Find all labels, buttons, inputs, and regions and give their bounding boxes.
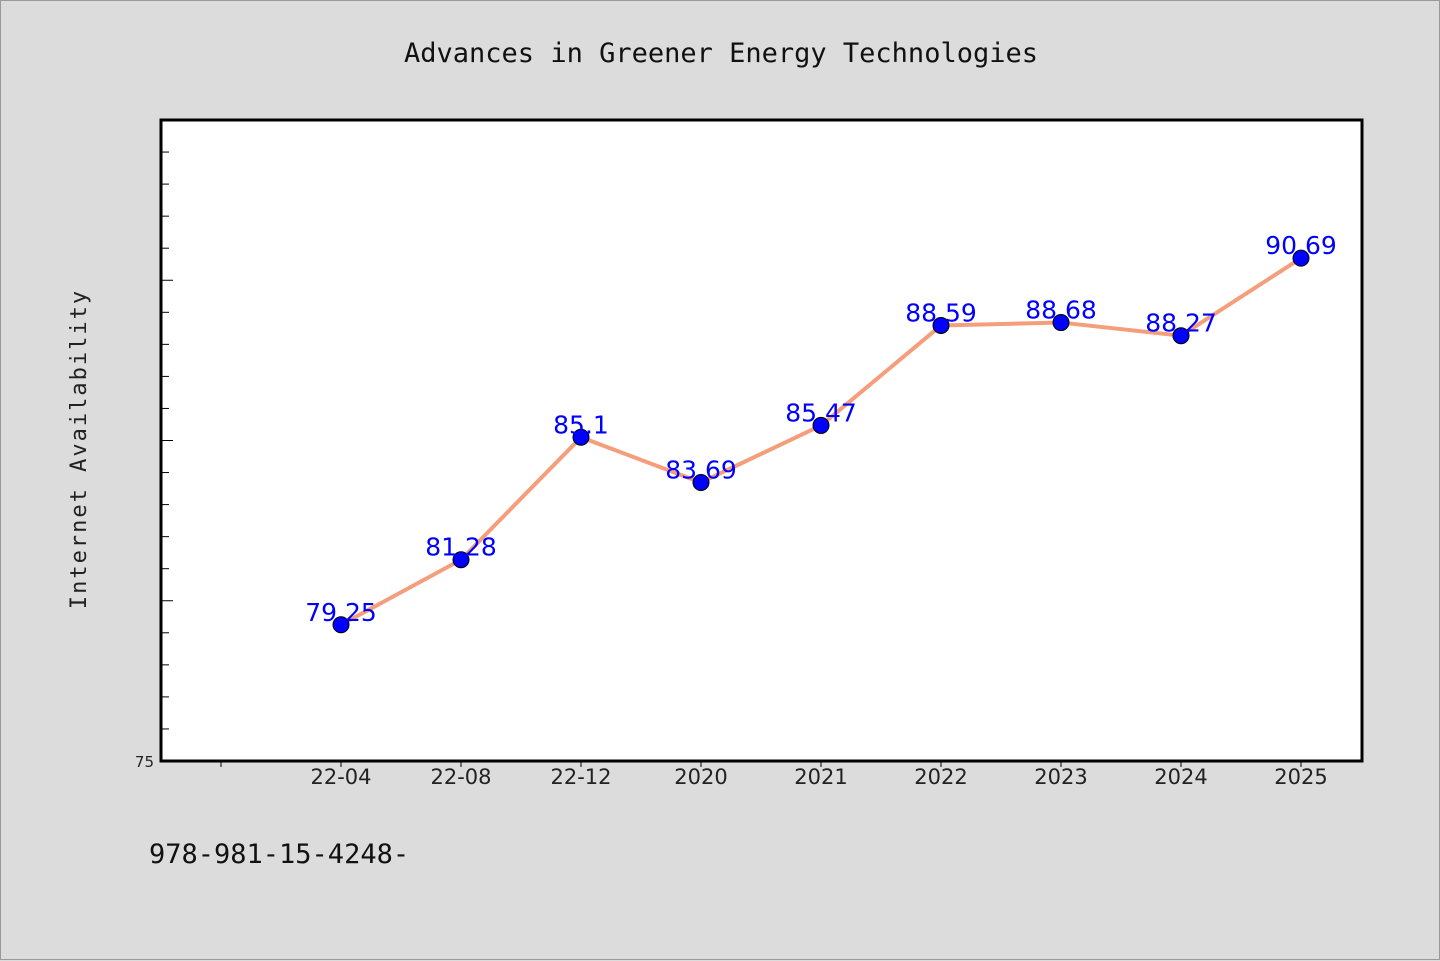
y-axis-label: Internet Availability (67, 289, 92, 609)
y-tick-label-75: 75 (135, 753, 154, 771)
x-tick-labels: 22-04 22-08 22-12 2020 2021 2022 2023 2024 2025 (310, 765, 1327, 789)
data-point (692, 473, 710, 491)
x-tick-label: 22-12 (550, 765, 611, 789)
data-point (572, 428, 590, 446)
data-label: 81.28 (425, 533, 497, 562)
data-point (1172, 327, 1190, 345)
x-tick-label: 2022 (914, 765, 967, 789)
data-markers (332, 249, 1310, 634)
x-tick-label: 2024 (1154, 765, 1207, 789)
data-point (812, 416, 830, 434)
x-tick-label: 22-08 (430, 765, 491, 789)
data-point (332, 616, 350, 634)
plot-border (159, 118, 1364, 763)
chart-title: Advances in Greener Energy Technologies (404, 38, 1038, 69)
data-point (1292, 249, 1310, 267)
data-point (1052, 314, 1070, 332)
data-point (932, 316, 950, 334)
data-label: 88.27 (1145, 309, 1217, 338)
data-label: 88.59 (905, 298, 977, 327)
x-tick-label: 2020 (674, 765, 727, 789)
data-labels: 79.25 81.28 85.1 83.69 85.47 88.59 88.68 88.27 9… (305, 231, 1337, 627)
data-point (452, 551, 470, 569)
data-label: 79.25 (305, 598, 377, 627)
x-tick-label: 2023 (1034, 765, 1087, 789)
data-label: 85.1 (553, 410, 609, 439)
plot-area (161, 120, 1362, 761)
data-label: 85.47 (785, 398, 857, 427)
footer-text: 978-981-15-4248- (149, 839, 409, 870)
data-label: 90.69 (1265, 231, 1337, 260)
x-tick-label: 22-04 (310, 765, 371, 789)
x-tick-label: 2025 (1274, 765, 1327, 789)
data-label: 83.69 (665, 455, 737, 484)
x-tick-label: 2021 (794, 765, 847, 789)
data-label: 88.68 (1025, 296, 1097, 325)
